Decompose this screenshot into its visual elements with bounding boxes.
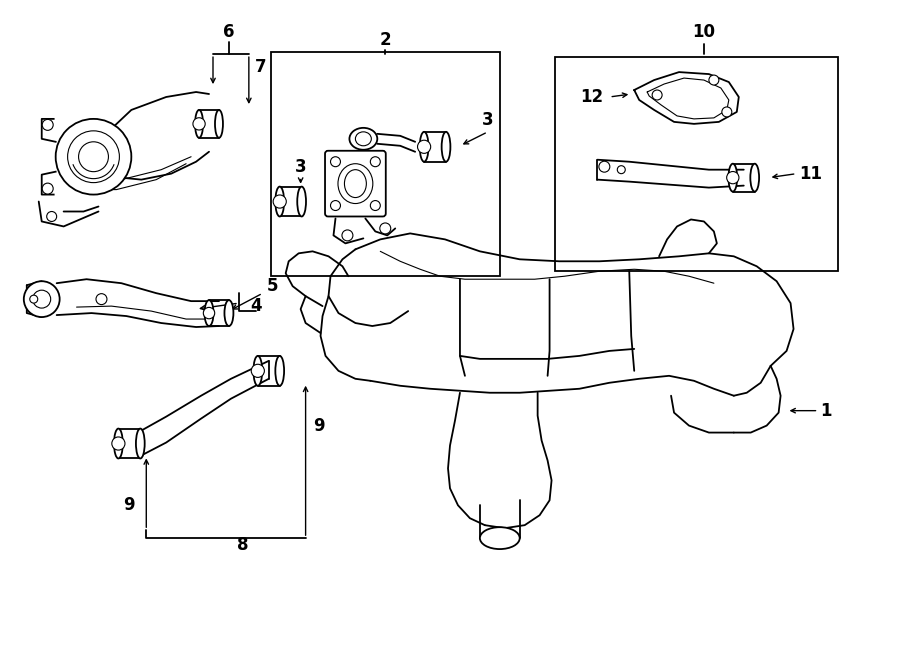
Circle shape (330, 200, 340, 210)
Text: 10: 10 (692, 23, 716, 41)
Bar (554, 57, 839, 271)
Circle shape (726, 171, 739, 184)
Circle shape (380, 223, 391, 234)
Ellipse shape (224, 300, 233, 326)
Circle shape (42, 183, 53, 194)
Text: 3: 3 (482, 111, 494, 129)
Circle shape (30, 295, 38, 303)
Text: 8: 8 (237, 536, 248, 554)
Ellipse shape (728, 164, 737, 192)
Circle shape (330, 157, 340, 167)
Ellipse shape (338, 164, 373, 204)
Ellipse shape (751, 164, 759, 192)
Ellipse shape (349, 128, 377, 150)
Ellipse shape (356, 132, 372, 146)
Text: 6: 6 (223, 23, 235, 41)
Circle shape (56, 119, 131, 194)
Text: 3: 3 (295, 158, 306, 176)
Circle shape (32, 290, 50, 308)
Ellipse shape (442, 132, 450, 162)
Circle shape (598, 161, 610, 172)
Circle shape (203, 307, 215, 319)
Ellipse shape (215, 110, 223, 137)
Bar (271, 52, 500, 276)
Ellipse shape (254, 356, 262, 386)
Circle shape (42, 120, 53, 130)
Circle shape (112, 437, 125, 450)
Text: 7: 7 (255, 58, 266, 76)
Text: 4: 4 (250, 297, 262, 315)
Text: 12: 12 (580, 88, 603, 106)
Circle shape (68, 131, 120, 182)
Circle shape (722, 107, 732, 117)
Circle shape (652, 90, 662, 100)
Circle shape (342, 230, 353, 241)
Text: 9: 9 (123, 496, 135, 514)
Ellipse shape (480, 527, 519, 549)
Text: 1: 1 (821, 402, 833, 420)
Circle shape (251, 364, 265, 377)
Circle shape (23, 281, 59, 317)
Ellipse shape (275, 356, 284, 386)
Circle shape (709, 75, 719, 85)
Circle shape (47, 212, 57, 221)
Ellipse shape (297, 186, 306, 217)
Text: 2: 2 (380, 31, 392, 49)
Ellipse shape (136, 428, 145, 459)
Ellipse shape (195, 110, 203, 137)
Text: 5: 5 (267, 277, 278, 295)
Circle shape (78, 142, 108, 172)
Circle shape (617, 166, 626, 174)
Circle shape (418, 140, 431, 153)
Ellipse shape (345, 170, 366, 198)
Ellipse shape (204, 300, 213, 326)
Ellipse shape (275, 186, 284, 217)
Circle shape (273, 195, 286, 208)
Ellipse shape (114, 428, 122, 459)
Circle shape (370, 200, 381, 210)
FancyBboxPatch shape (325, 151, 386, 217)
Ellipse shape (419, 132, 428, 162)
Text: 9: 9 (312, 416, 324, 434)
Text: 11: 11 (799, 165, 822, 182)
Circle shape (193, 118, 205, 130)
Circle shape (96, 293, 107, 305)
Circle shape (370, 157, 381, 167)
